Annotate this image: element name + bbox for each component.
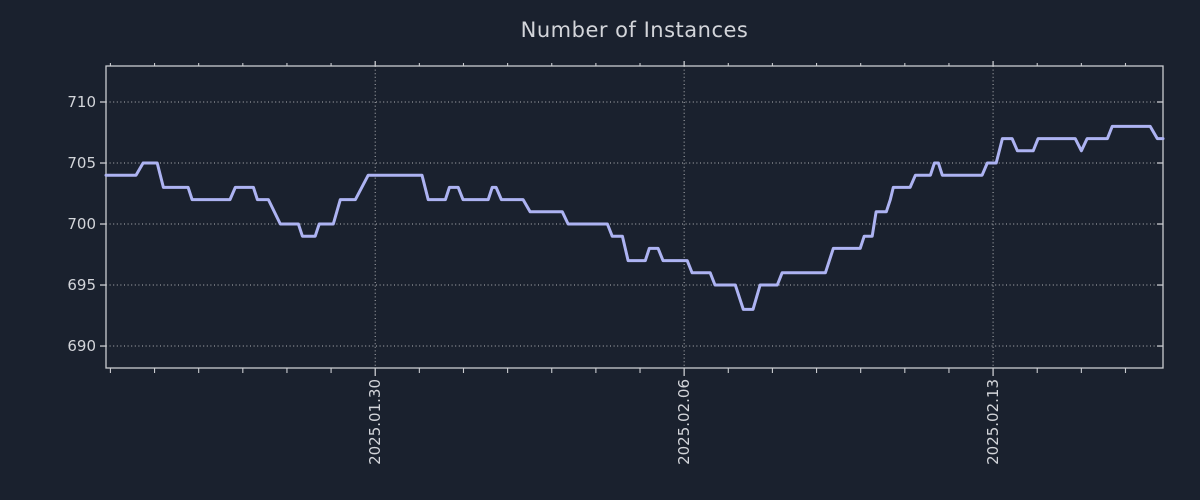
y-tick-label: 700 <box>67 215 96 233</box>
plot-border <box>105 65 1164 369</box>
y-tick-label: 705 <box>67 154 96 172</box>
chart-title: Number of Instances <box>520 18 749 42</box>
y-tick-label: 695 <box>67 276 96 294</box>
x-tick-label: 2025.01.30 <box>366 379 384 465</box>
instances-line <box>104 124 1165 311</box>
y-tick-label: 710 <box>67 93 96 111</box>
x-tick-label: 2025.02.06 <box>675 379 693 465</box>
x-tick-label: 2025.02.13 <box>984 379 1002 465</box>
y-tick-label: 690 <box>67 337 96 355</box>
